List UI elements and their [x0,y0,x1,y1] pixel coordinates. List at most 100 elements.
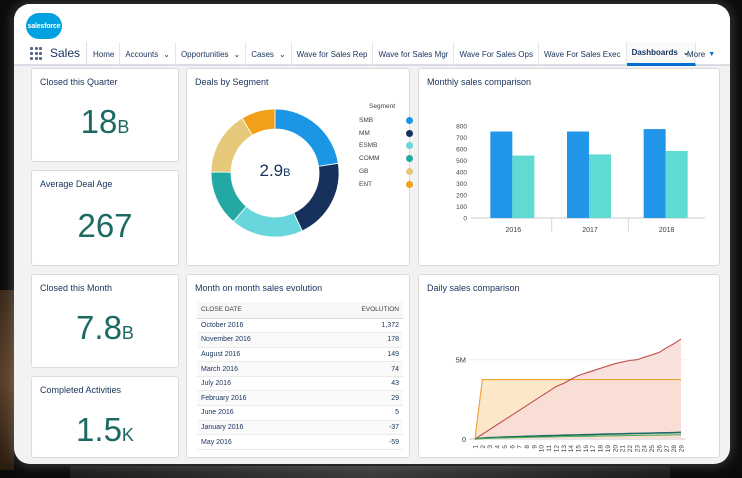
donut-slice-smb[interactable] [274,108,339,167]
close-date-cell: January 2016 [197,420,313,436]
x-tick-label: 22 [627,445,634,453]
y-tick-label: 100 [456,204,467,211]
legend-swatch [406,142,413,150]
donut-slice-esmb[interactable] [232,205,303,238]
nav-tabs: Home Accounts ⌄ Opportunities ⌄ Cases ⌄ Wave fo… [88,42,696,66]
evolution-cell: 5 [312,405,403,421]
evolution-cell: 43 [312,376,403,392]
daily-sales-card[interactable]: Daily sales comparison 0 5M 1 2 3 4 5 6 7 8 9 10 11 1… [418,274,720,458]
evolution-cell: 74 [312,361,403,377]
table-row[interactable]: June 2016 5 [197,405,403,421]
series-line-3[interactable] [474,434,682,440]
y-tick-label: 0 [462,435,466,444]
bar-2017-b[interactable] [589,154,611,218]
bar-2018-b[interactable] [665,150,688,218]
table-row[interactable]: January 2016 -37 [197,420,403,436]
table-row[interactable]: November 2016 178 [197,332,403,348]
metric-card-average-deal-age[interactable]: Average Deal Age 267 [31,170,179,266]
donut-center-value: 2.9B [260,161,291,180]
donut-slice-mm[interactable] [293,162,340,232]
metric-card-closed-month[interactable]: Closed this Month 7.8B [31,274,179,368]
legend-item[interactable]: ESMB [359,142,413,150]
table-row[interactable]: August 2016 149 [197,347,403,363]
table-row[interactable]: October 2016 1,372 [197,318,403,334]
background-decoration-left [0,290,14,470]
chevron-down-icon[interactable]: ⌄ [682,48,690,57]
column-header-evolution[interactable]: EVOLUTION [312,302,403,319]
evolution-cell: 29 [312,390,403,407]
legend-swatch [406,155,413,163]
tab-wave-for-sales-exec[interactable]: Wave For Sales Exec [539,42,627,66]
tab-home[interactable]: Home [88,42,121,66]
tab-dashboards[interactable]: Dashboards ⌄ [626,42,696,66]
legend-item[interactable]: COMM [359,155,413,163]
bar-2016-a[interactable] [490,131,513,218]
card-title: Deals by Segment [195,77,269,87]
y-tick-label: 600 [456,147,467,154]
legend-item[interactable]: ENT [359,180,413,188]
x-tick-label: 24 [642,445,649,453]
x-tick-label: 15 [576,445,583,453]
column-header-close-date[interactable]: CLOSE DATE [197,302,313,319]
series-line-0[interactable] [474,338,682,440]
x-tick-label: 20 [612,445,619,453]
card-title: Closed this Month [40,283,113,293]
y-tick-label: 5M [456,356,466,365]
metric-card-completed-activities[interactable]: Completed Activities 1.5K [31,376,179,458]
salesforce-logo[interactable]: salesforce [26,13,62,39]
tab-wave-for-sales-ops[interactable]: Wave For Sales Ops [454,42,539,66]
chevron-down-icon[interactable]: ⌄ [163,49,170,59]
x-tick-label: 16 [583,445,590,453]
series-line-2[interactable] [474,431,682,440]
monthly-sales-card[interactable]: Monthly sales comparison 0 100 200 300 400 50… [418,68,720,266]
y-tick-label: 300 [456,181,467,188]
bar-2016-b[interactable] [512,155,535,218]
evolution-cell: 149 [312,347,403,363]
x-tick-label: 4 [495,445,502,449]
more-tabs-button[interactable]: More ▼ [682,42,720,66]
y-tick-label: 400 [456,170,467,177]
x-tick-label: 29 [679,445,686,453]
nav-divider [86,42,87,66]
chevron-down-icon[interactable]: ⌄ [278,49,286,59]
x-tick-label: 2 [480,445,487,449]
table-row[interactable]: February 2016 29 [197,390,403,407]
metric-unit: K [121,425,134,445]
metric-card-closed-quarter[interactable]: Closed this Quarter 18B [31,68,179,162]
table-row[interactable]: March 2016 74 [197,361,403,377]
table-row[interactable]: July 2016 43 [197,376,403,392]
x-tick-label: 14 [568,445,575,453]
evolution-cell: -37 [312,420,403,436]
tab-wave-for-sales-mgr[interactable]: Wave for Sales Mgr [373,42,455,66]
table-row[interactable]: May 2016 -59 [197,434,403,450]
legend-label: ESMB [359,142,378,150]
app-launcher-icon[interactable] [30,47,44,61]
x-tick-label: 13 [561,445,568,453]
tab-cases[interactable]: Cases ⌄ [246,42,292,66]
evolution-table: CLOSE DATE EVOLUTION October 2016 1,372 No… [197,302,403,450]
tab-accounts[interactable]: Accounts ⌄ [120,42,176,66]
close-date-cell: November 2016 [197,332,313,348]
chevron-down-icon[interactable]: ⌄ [233,49,241,59]
tab-label: Wave For Sales Ops [459,49,533,59]
donut-slice-gb[interactable] [210,117,253,173]
navigation-bar: Sales Home Accounts ⌄ Opportunities ⌄ Cases ⌄ W… [14,42,730,66]
close-date-cell: May 2016 [197,434,313,450]
sales-evolution-card[interactable]: Month on month sales evolution CLOSE DAT… [186,274,410,458]
legend-item[interactable]: SMB [359,117,413,124]
table-header-row: CLOSE DATE EVOLUTION [197,302,403,319]
bar-2017-a[interactable] [567,131,589,218]
tab-wave-for-sales-rep[interactable]: Wave for Sales Rep [292,42,374,66]
deals-by-segment-card[interactable]: Deals by Segment 2.9B Segment SMB MM ESMB C… [186,68,413,266]
legend-item[interactable]: GB [359,167,413,175]
series-line-1[interactable] [474,378,681,440]
bar-2018-a[interactable] [643,129,666,218]
donut-slice-ent[interactable] [241,108,276,136]
card-title: Completed Activities [40,385,122,395]
x-tick-label: 10 [539,445,546,453]
tab-opportunities[interactable]: Opportunities ⌄ [176,42,247,66]
y-tick-label: 0 [463,216,467,223]
metric-value: 267 [77,207,133,244]
legend-item[interactable]: MM [359,129,413,137]
